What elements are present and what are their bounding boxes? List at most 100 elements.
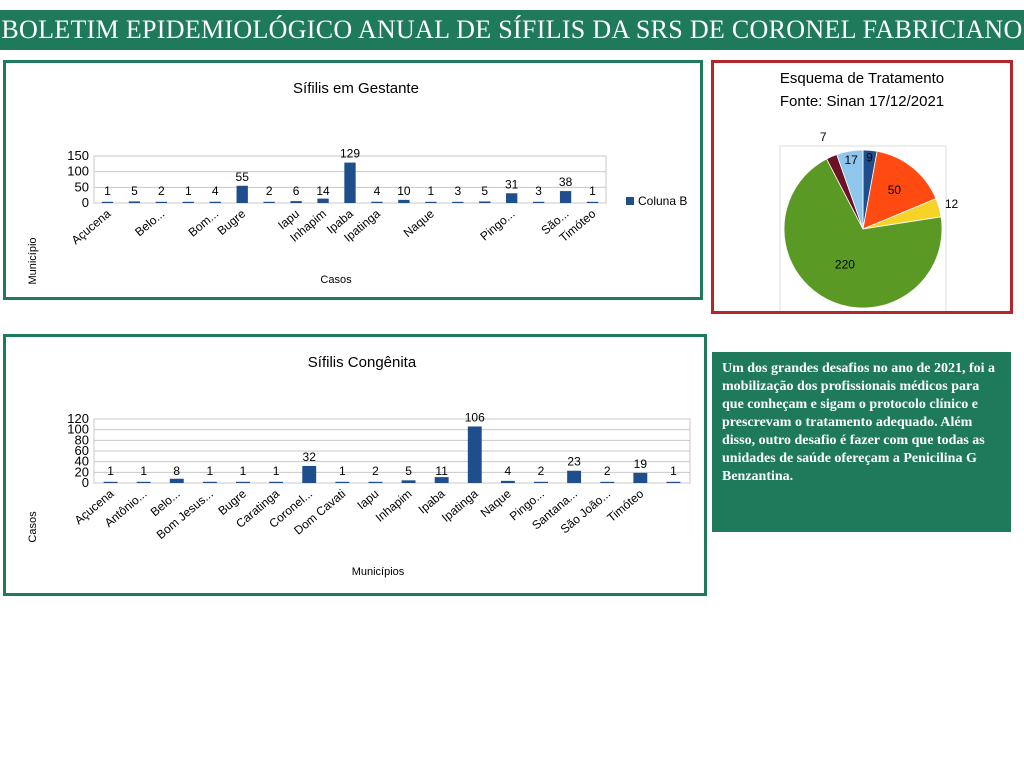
data-label: 1 bbox=[107, 464, 114, 478]
data-label: 1 bbox=[427, 184, 434, 198]
x-tick-label: Açucena bbox=[69, 206, 114, 247]
chart-title: Sífilis Congênita bbox=[308, 354, 417, 371]
bar bbox=[600, 481, 615, 483]
data-label: 1 bbox=[589, 184, 596, 198]
bar bbox=[136, 481, 151, 483]
treatment-pie-chart: 9 50 12 220 7 17 Esquema de Tratamento Fonte: S… bbox=[779, 70, 959, 311]
chart-title: Esquema de Tratamento bbox=[780, 70, 944, 87]
bar bbox=[202, 481, 217, 483]
legend-swatch bbox=[626, 197, 634, 205]
congenita-panel: 0 20 40 60 80 100 120 1 Açucena 1 Antônio... 8 Belo.… bbox=[3, 334, 707, 596]
data-label: 2 bbox=[266, 184, 273, 198]
data-label: 50 bbox=[888, 183, 902, 197]
bar bbox=[434, 477, 449, 483]
x-tick-label: Inhapim bbox=[373, 487, 415, 525]
data-label: 4 bbox=[374, 184, 381, 198]
data-label: 9 bbox=[866, 150, 873, 164]
chart-subtitle: Fonte: Sinan 17/12/2021 bbox=[780, 93, 944, 110]
data-label: 106 bbox=[465, 410, 485, 424]
bar bbox=[344, 162, 356, 203]
data-label: 32 bbox=[303, 450, 317, 464]
bar bbox=[128, 201, 141, 203]
bar bbox=[425, 201, 437, 203]
y-tick-label: 0 bbox=[82, 475, 89, 490]
data-label: 3 bbox=[454, 184, 461, 198]
bar bbox=[559, 191, 572, 203]
x-tick-label: Timóteo bbox=[604, 486, 646, 525]
bar bbox=[479, 201, 491, 203]
gestante-panel: 0 50 100 150 1 Açucena 5 2 Belo... 1 4 Bom... 55 Bugr… bbox=[3, 60, 703, 300]
x-tick-label: Bugre bbox=[215, 206, 249, 238]
data-label: 1 bbox=[240, 464, 247, 478]
bar bbox=[401, 480, 416, 483]
x-tick-label: Ipatinga bbox=[439, 486, 481, 524]
pie-slice bbox=[836, 149, 864, 230]
bar bbox=[317, 198, 329, 203]
data-label: 6 bbox=[293, 184, 300, 198]
bar bbox=[169, 478, 184, 483]
data-label: 5 bbox=[131, 184, 138, 198]
data-label: 1 bbox=[140, 464, 147, 478]
congenita-chart: 0204060801001201Açucena1Antônio...8Belo.… bbox=[27, 354, 691, 578]
bar bbox=[467, 426, 482, 483]
bar bbox=[335, 481, 350, 483]
bar bbox=[633, 472, 648, 483]
data-label: 14 bbox=[316, 184, 330, 198]
data-label: 31 bbox=[505, 177, 519, 191]
x-tick-label: Bom... bbox=[186, 207, 222, 240]
data-label: 220 bbox=[835, 258, 855, 272]
bar bbox=[534, 481, 548, 483]
bar bbox=[586, 201, 599, 203]
challenges-note: Um dos grandes desafios no ano de 2021, … bbox=[712, 352, 1011, 532]
x-tick-label: Iapu bbox=[354, 487, 381, 513]
bar bbox=[269, 481, 284, 483]
data-label: 1 bbox=[670, 464, 677, 478]
x-tick-label: Naque bbox=[401, 206, 437, 240]
data-label: 5 bbox=[405, 464, 412, 478]
bar bbox=[182, 201, 194, 203]
x-tick-label: Pingo... bbox=[477, 207, 517, 244]
y-tick-label: 40 bbox=[75, 454, 89, 469]
bar bbox=[155, 201, 168, 203]
bar bbox=[263, 201, 275, 203]
data-label: 1 bbox=[207, 464, 214, 478]
bar bbox=[500, 480, 515, 483]
chart-title: Sífilis em Gestante bbox=[293, 80, 419, 97]
data-label: 1 bbox=[104, 184, 111, 198]
data-label: 129 bbox=[340, 147, 360, 161]
pie-slice bbox=[783, 158, 943, 309]
bar bbox=[290, 201, 302, 203]
data-label: 8 bbox=[173, 464, 180, 478]
data-label: 1 bbox=[339, 464, 346, 478]
y-axis-label: Casos bbox=[27, 511, 39, 543]
bar bbox=[368, 481, 383, 483]
bar bbox=[452, 201, 464, 203]
data-label: 7 bbox=[820, 130, 827, 144]
y-tick-label: 150 bbox=[67, 148, 89, 163]
bar bbox=[398, 199, 410, 203]
data-label: 38 bbox=[559, 175, 573, 189]
bar bbox=[103, 481, 118, 483]
x-axis-label: Casos bbox=[320, 274, 352, 286]
data-label: 3 bbox=[535, 184, 542, 198]
bar bbox=[567, 470, 582, 483]
bar bbox=[209, 201, 221, 203]
y-tick-label: 100 bbox=[67, 422, 89, 437]
data-label: 11 bbox=[435, 464, 448, 478]
data-label: 2 bbox=[604, 464, 611, 478]
y-tick-label: 100 bbox=[67, 164, 89, 179]
y-tick-label: 20 bbox=[75, 464, 89, 479]
data-label: 2 bbox=[158, 184, 165, 198]
y-tick-label: 80 bbox=[75, 432, 89, 447]
legend-entry: Coluna B bbox=[638, 194, 687, 208]
data-label: 55 bbox=[236, 170, 250, 184]
y-tick-label: 60 bbox=[75, 443, 89, 458]
pie-slice bbox=[862, 150, 937, 230]
data-label: 1 bbox=[273, 464, 280, 478]
data-label: 2 bbox=[538, 464, 545, 478]
bar bbox=[666, 481, 681, 483]
data-label: 17 bbox=[845, 153, 859, 167]
data-label: 23 bbox=[567, 455, 581, 469]
data-label: 4 bbox=[212, 184, 219, 198]
